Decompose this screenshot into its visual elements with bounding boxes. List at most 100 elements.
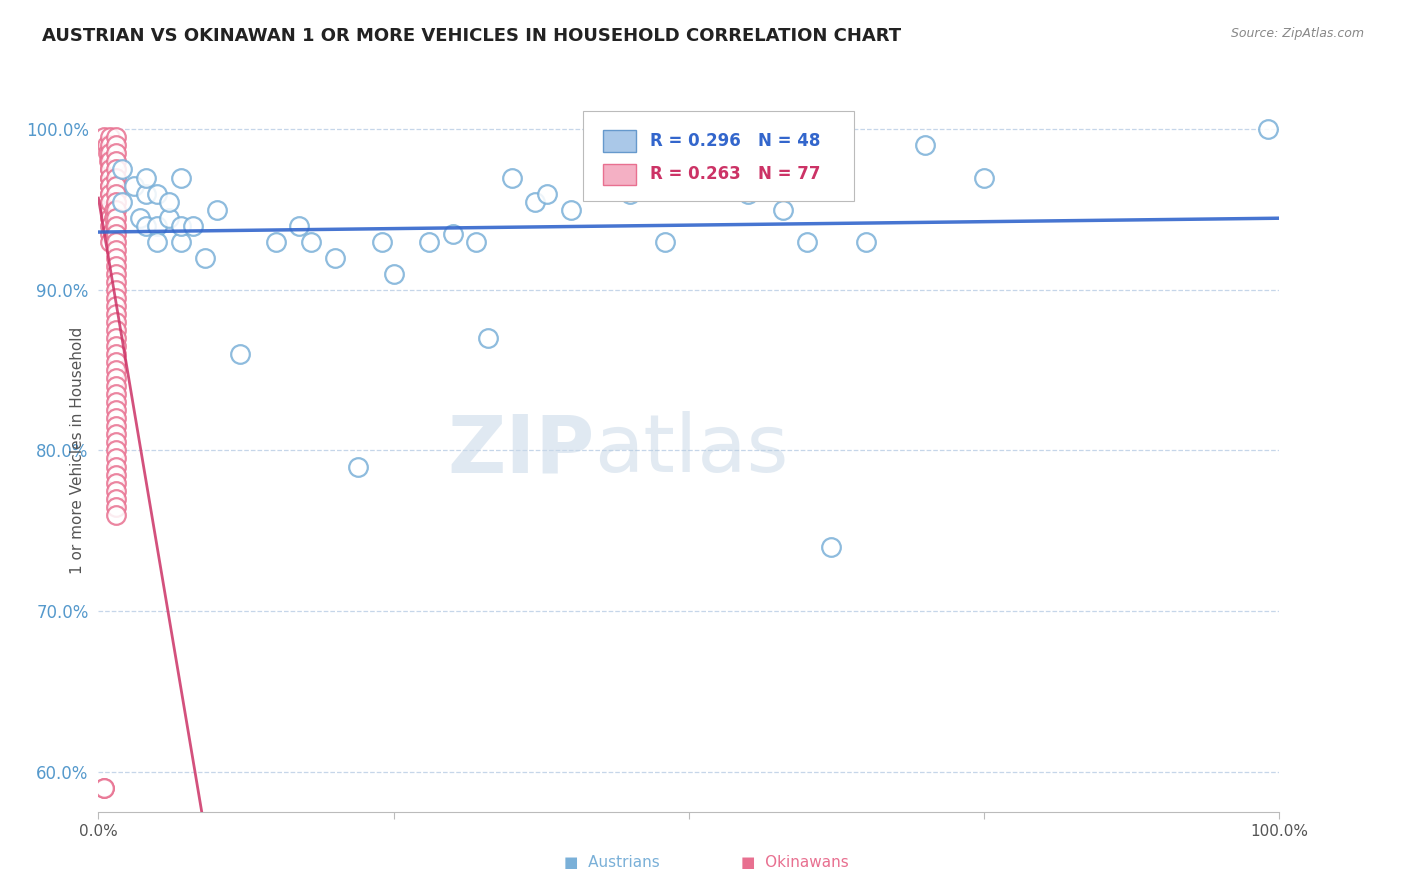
Point <box>105 154 128 169</box>
Point <box>855 235 877 249</box>
Point <box>170 219 193 233</box>
Point <box>98 154 121 169</box>
Point <box>371 235 394 249</box>
Point <box>93 780 115 795</box>
Point <box>524 194 547 209</box>
Point <box>135 170 157 185</box>
Point <box>323 251 346 265</box>
Point <box>170 235 193 249</box>
Point <box>105 491 128 506</box>
Point <box>105 379 128 393</box>
Point <box>264 235 287 249</box>
Point <box>105 443 128 458</box>
Point <box>98 202 121 217</box>
Point <box>595 170 617 185</box>
Point <box>105 130 128 145</box>
Point <box>299 235 322 249</box>
Point <box>105 146 128 161</box>
Text: R = 0.296   N = 48: R = 0.296 N = 48 <box>650 132 820 150</box>
Point <box>111 162 134 177</box>
Point <box>560 202 582 217</box>
Point <box>737 186 759 201</box>
Point <box>418 235 440 249</box>
Point <box>181 219 204 233</box>
Point <box>122 178 145 193</box>
Point <box>98 186 121 201</box>
Point <box>288 219 311 233</box>
Point <box>105 170 128 185</box>
Point <box>105 251 128 265</box>
Point <box>98 235 121 249</box>
Point <box>93 130 115 145</box>
Point <box>654 235 676 249</box>
Text: Source: ZipAtlas.com: Source: ZipAtlas.com <box>1230 27 1364 40</box>
Point <box>105 315 128 329</box>
Point <box>105 459 128 474</box>
FancyBboxPatch shape <box>582 111 855 202</box>
Y-axis label: 1 or more Vehicles in Household: 1 or more Vehicles in Household <box>69 326 84 574</box>
Point <box>98 178 121 193</box>
Point <box>465 235 488 249</box>
Text: ■  Austrians: ■ Austrians <box>564 855 659 870</box>
Point <box>229 347 252 361</box>
Point <box>146 186 169 201</box>
Point <box>643 170 665 185</box>
Point <box>205 202 228 217</box>
Point <box>105 427 128 442</box>
Point <box>105 355 128 369</box>
Point <box>105 467 128 482</box>
Point <box>98 227 121 241</box>
Point <box>105 219 128 233</box>
Text: R = 0.263   N = 77: R = 0.263 N = 77 <box>650 165 821 184</box>
Point <box>98 186 121 201</box>
Point <box>98 170 121 185</box>
Text: AUSTRIAN VS OKINAWAN 1 OR MORE VEHICLES IN HOUSEHOLD CORRELATION CHART: AUSTRIAN VS OKINAWAN 1 OR MORE VEHICLES … <box>42 27 901 45</box>
Point <box>105 347 128 361</box>
Point <box>96 138 118 153</box>
Point <box>97 146 120 161</box>
Point <box>1257 122 1279 136</box>
Point <box>103 202 125 217</box>
Point <box>157 211 180 225</box>
Point <box>105 275 128 289</box>
Point <box>105 331 128 345</box>
FancyBboxPatch shape <box>603 130 636 152</box>
Point <box>98 162 121 177</box>
Point <box>105 243 128 257</box>
Point <box>98 138 121 153</box>
Point <box>157 194 180 209</box>
Point <box>501 170 523 185</box>
Point <box>111 194 134 209</box>
Point <box>93 780 115 795</box>
Point <box>105 419 128 434</box>
Point <box>170 170 193 185</box>
Point <box>128 211 150 225</box>
Point <box>105 363 128 377</box>
Point <box>105 508 128 522</box>
Point <box>103 211 125 225</box>
Point <box>347 459 370 474</box>
Point <box>105 267 128 281</box>
Point <box>194 251 217 265</box>
Point <box>619 186 641 201</box>
Point <box>105 323 128 337</box>
Point <box>105 395 128 409</box>
Point <box>105 283 128 297</box>
Point <box>105 307 128 321</box>
Point <box>105 371 128 385</box>
Text: ■  Okinawans: ■ Okinawans <box>741 855 848 870</box>
Point <box>678 162 700 177</box>
Point <box>98 146 121 161</box>
Point <box>135 219 157 233</box>
Point <box>105 411 128 425</box>
Point <box>98 130 121 145</box>
Point <box>105 483 128 498</box>
Point <box>973 170 995 185</box>
Point <box>98 219 121 233</box>
Point <box>98 178 121 193</box>
Point <box>105 403 128 417</box>
Point <box>105 387 128 401</box>
Point <box>135 186 157 201</box>
Point <box>772 202 794 217</box>
Point <box>98 194 121 209</box>
